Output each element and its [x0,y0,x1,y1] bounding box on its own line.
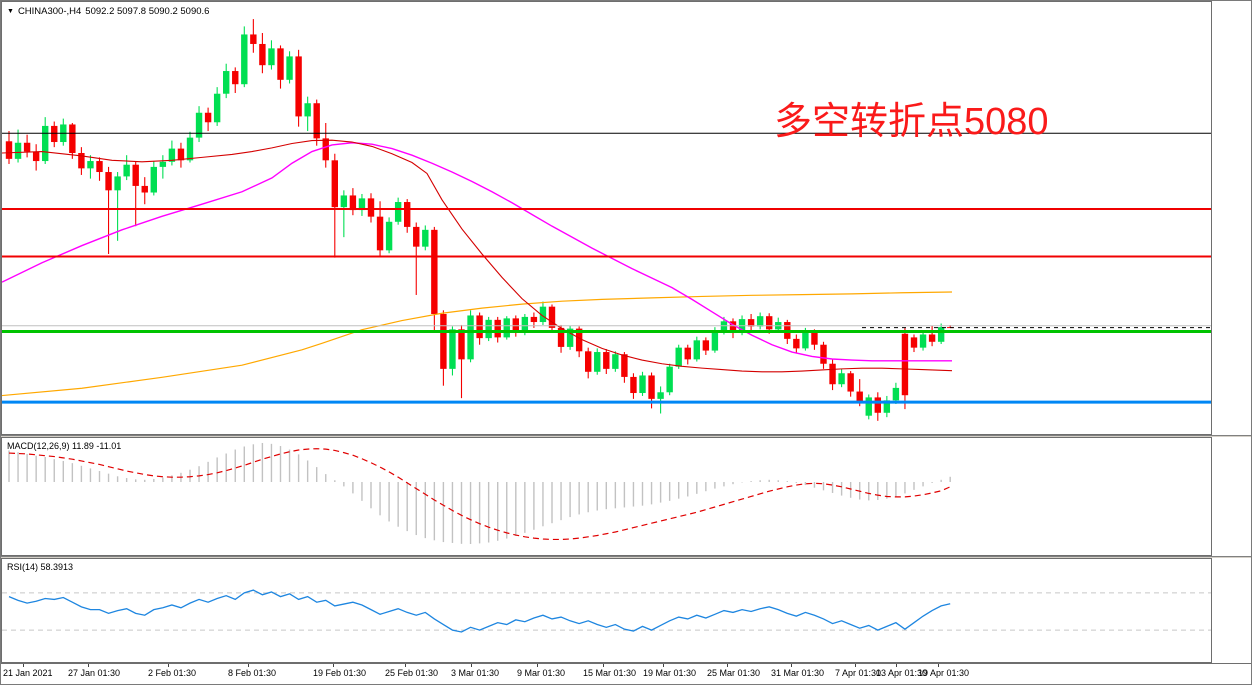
annotation-text: 多空转折点5080 [774,101,1049,143]
time-axis-label: 27 Jan 01:30 [68,668,121,678]
time-tick [537,664,538,667]
macd-label: MACD(12,26,9) 11.89 -11.01 [7,441,122,451]
macd-canvas[interactable] [2,438,1211,555]
time-axis-label: 25 Mar 01:30 [707,668,761,678]
panel-separator[interactable] [1,435,1251,437]
time-tick [938,664,939,667]
rsi-panel[interactable]: RSI(14) 58.3913 [1,558,1212,663]
time-axis-label: 19 Apr 01:30 [918,668,970,678]
chart-title: ▼ CHINA300-,H4 5092.2 5097.8 5090.2 5090… [7,6,209,17]
chevron-down-icon[interactable]: ▼ [7,8,14,15]
rsi-canvas[interactable] [2,559,1211,662]
time-tick [663,664,664,667]
price-axis[interactable]: 5890.55803.05715.55628.05538.05450.55363… [1212,1,1251,663]
time-axis-label: 31 Mar 01:30 [771,668,825,678]
chart-symbol-timeframe: CHINA300-,H4 [17,6,82,17]
panel-separator[interactable] [1,556,1251,558]
time-tick [405,664,406,667]
time-tick [603,664,604,667]
time-tick [23,664,24,667]
time-axis-label: 2 Feb 01:30 [148,668,197,678]
time-axis-label: 8 Feb 01:30 [228,668,277,678]
time-axis-label: 19 Mar 01:30 [643,668,697,678]
rsi-label: RSI(14) 58.3913 [7,562,74,572]
time-tick [855,664,856,667]
time-axis-label: 13 Apr 01:30 [876,668,928,678]
time-axis-label: 9 Mar 01:30 [517,668,566,678]
time-tick [471,664,472,667]
time-tick [791,664,792,667]
price-chart-canvas[interactable] [2,2,1211,434]
time-axis-label: 7 Apr 01:30 [835,668,882,678]
time-axis-label: 25 Feb 01:30 [385,668,439,678]
time-tick [727,664,728,667]
macd-panel[interactable]: MACD(12,26,9) 11.89 -11.01 [1,437,1212,556]
time-axis-label: 15 Mar 01:30 [583,668,637,678]
chart-ohlc-values: 5092.2 5097.8 5090.2 5090.6 [85,6,210,17]
time-tick [168,664,169,667]
time-axis-label: 21 Jan 2021 [3,668,53,678]
time-axis-label: 3 Mar 01:30 [451,668,500,678]
time-axis[interactable]: 21 Jan 2021 27 Jan 01:30 2 Feb 01:30 8 Feb … [1,663,1251,684]
time-tick [88,664,89,667]
time-tick [248,664,249,667]
main-chart-panel[interactable]: ▼ CHINA300-,H4 5092.2 5097.8 5090.2 5090… [1,1,1212,435]
time-tick [333,664,334,667]
time-tick [896,664,897,667]
time-axis-label: 19 Feb 01:30 [313,668,367,678]
